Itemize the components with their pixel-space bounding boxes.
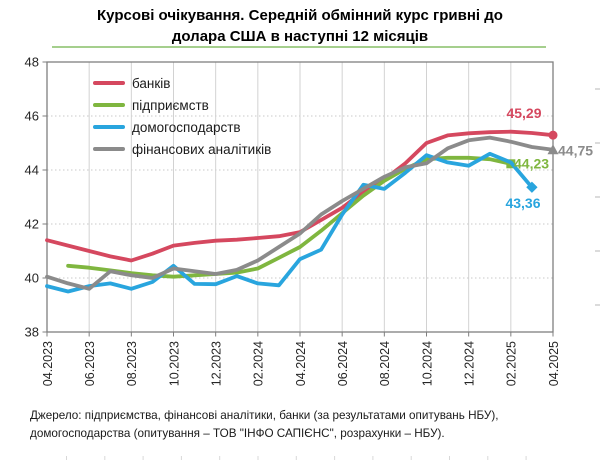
- source-note: Джерело: підприємства, фінансові аналіти…: [30, 407, 590, 442]
- chart-title-line1: Курсові очікування. Середній обмінний ку…: [97, 7, 503, 24]
- y-tick-label: 42: [25, 217, 39, 232]
- end-label-banks: 45,29: [506, 105, 541, 121]
- chart-legend: банків підприємств домогосподарств фінан…: [93, 72, 271, 160]
- x-tick-label: 12.2023: [209, 341, 223, 386]
- end-label-enterprises: 44,23: [514, 156, 549, 172]
- x-tick-label: 04.2023: [41, 341, 55, 386]
- legend-item-enterprises: підприємств: [93, 94, 271, 116]
- chart-title-line2: долара США в наступні 12 місяців: [171, 28, 429, 45]
- x-tick-label: 12.2024: [462, 341, 476, 386]
- y-tick-label: 40: [25, 271, 39, 286]
- legend-swatch-banks: [93, 81, 125, 85]
- legend-label-enterprises: підприємств: [132, 97, 209, 113]
- legend-swatch-analysts: [93, 147, 125, 151]
- legend-label-households: домогосподарств: [132, 119, 241, 135]
- y-tick-label: 48: [25, 55, 39, 70]
- end-label-households: 43,36: [505, 195, 540, 211]
- end-label-analysts: 44,75: [558, 143, 593, 159]
- x-tick-label: 06.2024: [336, 341, 350, 386]
- legend-item-banks: банків: [93, 72, 271, 94]
- end-marker-households: [526, 181, 538, 193]
- source-line1: Джерело: підприємства, фінансові аналіти…: [30, 409, 499, 422]
- end-marker-analysts: [547, 144, 559, 155]
- legend-label-analysts: фінансових аналітиків: [132, 141, 272, 157]
- series-line-analysts: [45, 135, 555, 291]
- x-tick-label: 06.2023: [83, 341, 97, 386]
- x-tick-label: 10.2024: [420, 341, 434, 386]
- y-tick-label: 44: [25, 163, 39, 178]
- title-underline: [52, 46, 546, 48]
- x-tick-label: 02.2024: [252, 341, 266, 386]
- y-tick-label: 38: [25, 325, 39, 340]
- series-line-households: [45, 151, 534, 294]
- chart-title: Курсові очікування. Середній обмінний ку…: [0, 5, 600, 47]
- legend-swatch-households: [93, 125, 125, 129]
- legend-swatch-enterprises: [93, 103, 125, 107]
- x-tick-label: 08.2024: [378, 341, 392, 386]
- legend-item-analysts: фінансових аналітиків: [93, 138, 271, 160]
- x-tick-label: 04.2024: [294, 341, 308, 386]
- x-tick-label: 02.2025: [505, 341, 519, 386]
- x-tick-label: 04.2025: [547, 341, 561, 386]
- end-marker-banks: [548, 130, 558, 140]
- x-tick-label: 08.2023: [125, 341, 139, 386]
- source-line2: домогосподарства (опитування – ТОВ "ІНФО…: [30, 426, 445, 440]
- legend-label-banks: банків: [132, 75, 171, 91]
- x-tick-label: 10.2023: [167, 341, 181, 386]
- y-tick-label: 46: [25, 109, 39, 124]
- legend-item-households: домогосподарств: [93, 116, 271, 138]
